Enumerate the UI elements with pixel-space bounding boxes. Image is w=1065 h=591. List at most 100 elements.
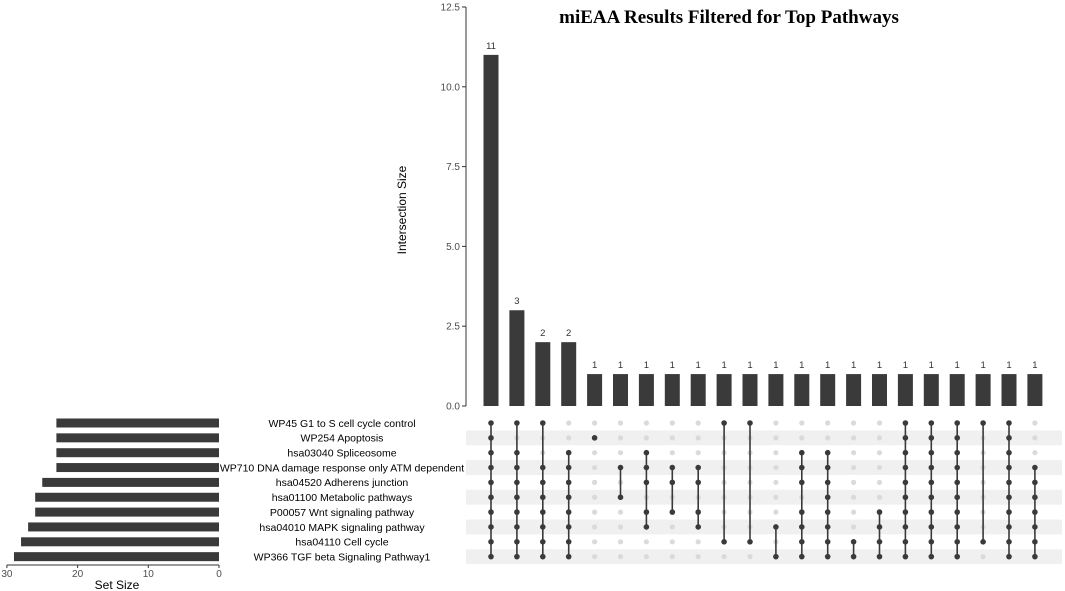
matrix-dot-active xyxy=(980,539,986,545)
matrix-dot-inactive xyxy=(1032,435,1038,441)
matrix-dot-inactive xyxy=(773,464,779,471)
bar-value-label: 11 xyxy=(486,41,496,52)
matrix-dot-active xyxy=(591,435,598,441)
intersection-bar xyxy=(690,374,706,406)
matrix-dot-inactive xyxy=(592,479,598,485)
matrix-dot-inactive xyxy=(1032,420,1038,426)
matrix-dot-active xyxy=(954,479,960,486)
matrix-dot-active xyxy=(1006,509,1012,515)
matrix-dot-active xyxy=(747,420,753,426)
matrix-dot-inactive xyxy=(851,494,857,500)
matrix-dot-active xyxy=(928,420,935,426)
matrix-dot-active xyxy=(1006,539,1012,545)
set-size-bar xyxy=(56,463,219,473)
matrix-dot-active xyxy=(928,509,935,515)
matrix-dot-active xyxy=(1032,539,1038,545)
matrix-stripe xyxy=(466,519,1062,535)
matrix-dot-inactive xyxy=(592,450,598,456)
matrix-dot-active xyxy=(902,435,909,441)
matrix-dot-active xyxy=(824,494,831,501)
matrix-dot-inactive xyxy=(851,464,857,471)
matrix-dot-active xyxy=(928,479,935,486)
intersection-bar xyxy=(613,374,628,406)
matrix-dot-inactive xyxy=(876,464,883,471)
matrix-dot-active xyxy=(876,509,883,515)
matrix-dot-active xyxy=(540,420,546,426)
matrix-dot-active xyxy=(514,509,520,515)
matrix-dot-inactive xyxy=(669,450,675,456)
matrix-dot-inactive xyxy=(851,509,857,515)
matrix-dot-active xyxy=(1032,509,1038,515)
matrix-dot-active xyxy=(954,494,960,501)
matrix-dot-inactive xyxy=(773,494,779,500)
matrix-dot-inactive xyxy=(773,479,779,485)
matrix-stripe xyxy=(466,460,1062,475)
matrix-dot-inactive xyxy=(617,450,624,456)
matrix-dot-inactive xyxy=(851,435,857,441)
set-size-bar xyxy=(56,418,219,428)
matrix-dot-inactive xyxy=(643,420,650,426)
matrix-dot-active xyxy=(565,464,572,471)
matrix-dot-inactive xyxy=(669,554,675,560)
matrix-dot-active xyxy=(643,479,650,486)
x-tick-label: 0 xyxy=(216,569,222,580)
matrix-dot-active xyxy=(928,464,935,471)
matrix-stripe xyxy=(466,489,1062,505)
matrix-dot-active xyxy=(514,494,520,501)
set-name-label: hsa04520 Adherens junction xyxy=(276,477,409,489)
intersection-bar xyxy=(1027,374,1043,406)
intersection-bar xyxy=(923,374,939,406)
intersection-bar xyxy=(975,374,991,406)
matrix-dot-inactive xyxy=(643,554,650,560)
matrix-dot-active xyxy=(1006,524,1012,530)
matrix-stripe xyxy=(466,430,1062,446)
matrix-dot-active xyxy=(928,449,935,456)
matrix-dot-active xyxy=(565,449,572,456)
matrix-dot-active xyxy=(1006,553,1012,560)
matrix-dot-active xyxy=(514,553,520,560)
matrix-dot-active xyxy=(695,464,701,471)
set-name-label: WP45 G1 to S cell cycle control xyxy=(268,418,415,430)
matrix-dot-active xyxy=(1032,494,1038,501)
set-name-label: hsa01100 Metabolic pathways xyxy=(272,492,412,504)
matrix-dot-active xyxy=(902,524,909,530)
matrix-dot-active xyxy=(954,539,960,545)
matrix-dot-active xyxy=(1032,524,1038,530)
bar-value-label: 1 xyxy=(670,360,675,371)
y-tick-label: 10.0 xyxy=(441,82,461,93)
matrix-dot-active xyxy=(695,479,701,486)
matrix-dot-inactive xyxy=(851,524,857,530)
matrix-dot-inactive xyxy=(980,554,986,560)
matrix-dot-inactive xyxy=(876,450,883,456)
set-size-x-label: Set Size xyxy=(95,578,140,591)
matrix-dot-inactive xyxy=(617,509,624,515)
matrix-dot-inactive xyxy=(592,509,598,515)
matrix-dot-active xyxy=(876,539,883,545)
matrix-dot-active xyxy=(902,509,909,515)
bar-value-label: 1 xyxy=(980,360,985,371)
matrix-dot-active xyxy=(850,539,857,545)
intersection-bar xyxy=(587,374,603,406)
matrix-dot-active xyxy=(824,553,831,560)
matrix-dot-active xyxy=(799,524,805,530)
matrix-dot-active xyxy=(1006,449,1012,456)
matrix-dot-active xyxy=(928,553,935,560)
matrix-dot-active xyxy=(565,509,572,515)
matrix-dot-inactive xyxy=(566,435,572,441)
matrix-dot-active xyxy=(488,524,494,530)
matrix-dot-active xyxy=(824,524,831,530)
matrix-dot-active xyxy=(617,494,624,501)
matrix-dot-inactive xyxy=(773,509,779,515)
intersection-bar xyxy=(742,374,758,406)
intersection-bar xyxy=(483,54,499,406)
intersection-bar xyxy=(820,374,836,406)
set-size-bar xyxy=(21,537,220,547)
matrix-dot-inactive xyxy=(566,420,572,426)
matrix-dot-active xyxy=(488,420,494,426)
matrix-dot-active xyxy=(799,539,805,545)
matrix-dot-inactive xyxy=(695,420,701,426)
matrix-dot-inactive xyxy=(669,539,675,545)
matrix-dot-inactive xyxy=(617,524,624,530)
matrix-dot-active xyxy=(565,524,572,530)
